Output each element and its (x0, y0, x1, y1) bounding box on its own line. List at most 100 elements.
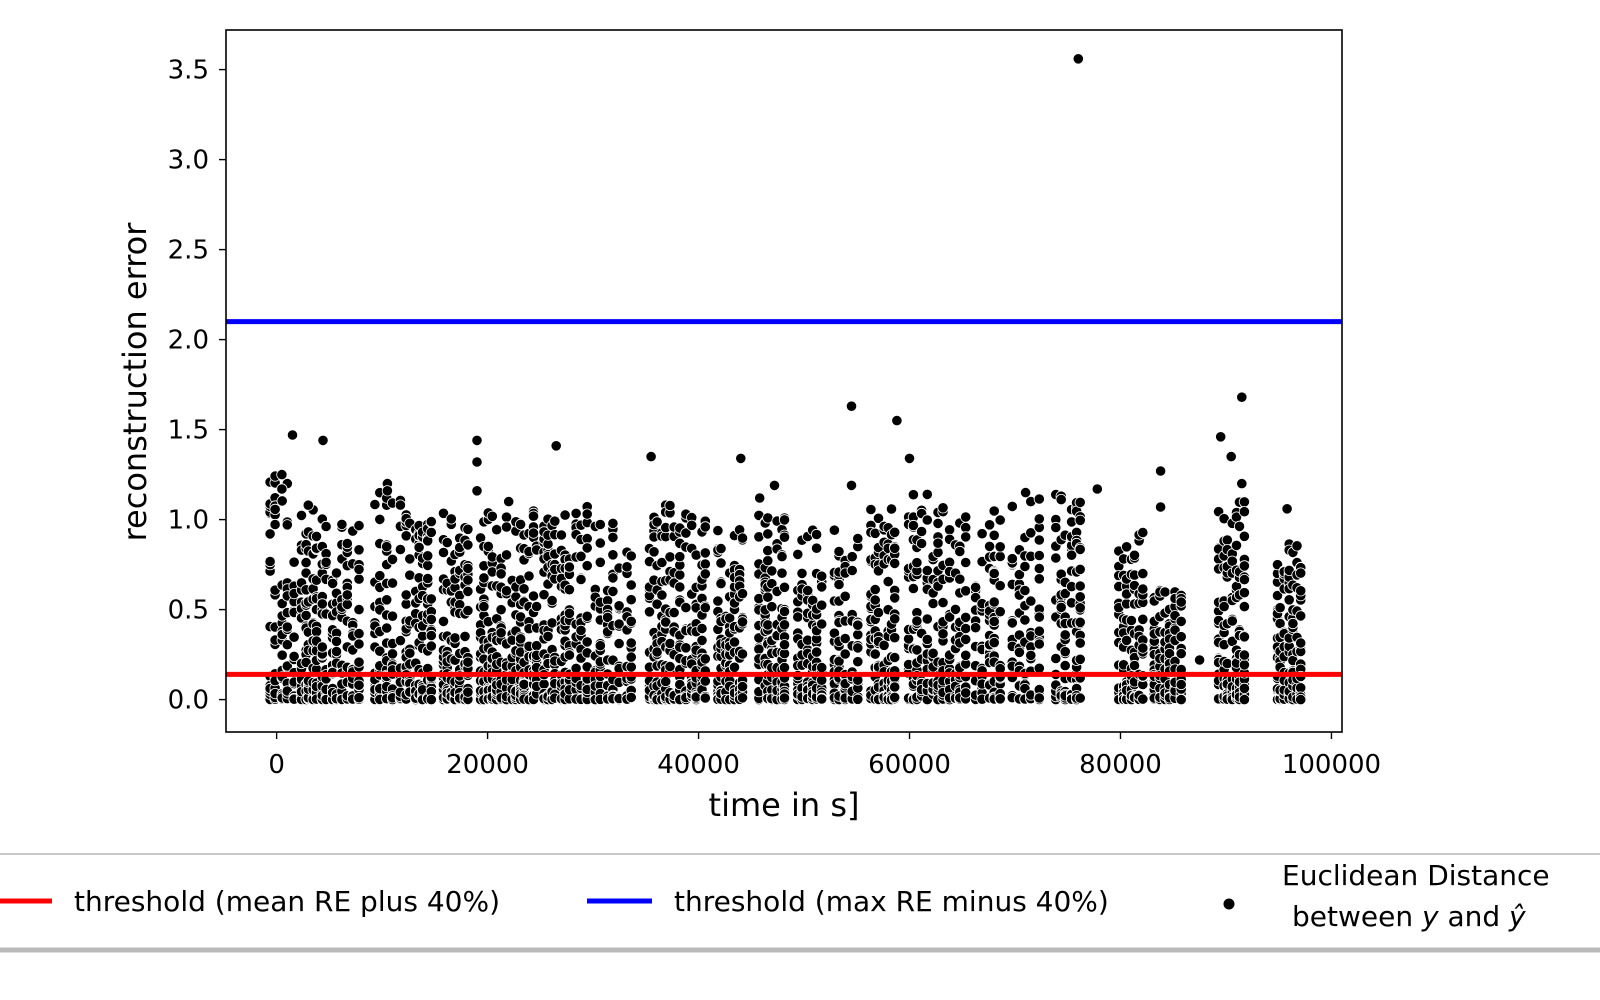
data-point (394, 634, 406, 647)
data-point (276, 483, 288, 495)
data-point (625, 594, 637, 606)
data-point (353, 563, 365, 576)
data-point (495, 627, 507, 639)
data-point (988, 505, 1000, 517)
data-point (607, 531, 619, 544)
data-point (1287, 617, 1299, 630)
data-point (932, 537, 944, 549)
data-point (674, 581, 686, 593)
data-point (778, 514, 791, 526)
data-point (500, 521, 513, 533)
data-point (988, 636, 1000, 649)
data-point (960, 622, 972, 635)
data-point (1074, 580, 1086, 592)
data-point (471, 434, 483, 446)
data-point (1238, 560, 1251, 572)
data-point (1159, 586, 1171, 598)
data-point (1238, 496, 1251, 508)
data-point (404, 553, 416, 565)
data-point (736, 692, 749, 704)
data-point (559, 509, 571, 521)
data-point (1050, 521, 1062, 534)
data-point (699, 692, 711, 704)
data-point (462, 604, 474, 617)
data-point (1238, 530, 1251, 542)
data-point (816, 581, 828, 593)
data-point (736, 532, 749, 544)
data-point (766, 601, 778, 613)
data-point (869, 594, 881, 606)
data-point (486, 510, 498, 522)
legend-label-euclidean-distance-line1: Euclidean Distance (1282, 859, 1550, 892)
data-point (1074, 637, 1086, 649)
data-point (778, 531, 791, 543)
data-point (1271, 589, 1284, 602)
data-point (1238, 573, 1251, 586)
data-point (1128, 549, 1141, 561)
data-point (625, 579, 637, 591)
data-point (1019, 486, 1032, 499)
plot-frame (225, 29, 1343, 733)
data-point (724, 612, 736, 624)
data-point (1033, 611, 1045, 623)
data-point (353, 544, 365, 556)
data-point (518, 678, 530, 691)
data-point (889, 557, 901, 570)
data-point (994, 606, 1006, 618)
data-point (1033, 562, 1045, 575)
data-point (330, 567, 343, 579)
data-point (1121, 634, 1133, 647)
data-point (538, 678, 550, 690)
data-point (478, 572, 490, 584)
data-point (353, 679, 365, 691)
data-point (462, 539, 474, 551)
data-point (491, 524, 503, 536)
x-tick-label: 60000 (868, 750, 951, 780)
data-point (1218, 600, 1230, 613)
data-point (699, 675, 711, 687)
data-point (988, 529, 1000, 541)
data-point (994, 550, 1006, 563)
data-point (425, 693, 437, 706)
data-point (341, 589, 353, 601)
data-point (921, 613, 933, 625)
data-point (1055, 601, 1067, 614)
x-tick-label: 80000 (1079, 750, 1162, 780)
data-point (1226, 555, 1238, 567)
y-tick-label: 1.0 (168, 506, 209, 536)
data-point (656, 556, 668, 569)
data-point (288, 631, 300, 643)
data-point (792, 548, 804, 561)
data-point (736, 588, 749, 600)
data-point (960, 511, 972, 523)
data-point (621, 561, 633, 573)
data-point (381, 622, 393, 634)
data-point (563, 584, 576, 596)
data-point (889, 651, 901, 664)
data-point (288, 556, 300, 568)
data-point (664, 499, 676, 512)
data-point (816, 661, 828, 674)
data-point (1295, 567, 1307, 579)
legend-label-max-threshold: threshold (max RE minus 40%) (674, 885, 1109, 918)
data-point (816, 599, 828, 611)
data-point (1125, 614, 1138, 627)
data-point (1059, 646, 1071, 658)
data-point (872, 606, 885, 619)
data-point (549, 515, 561, 527)
y-tick-label: 3.0 (168, 146, 209, 176)
data-point (330, 635, 343, 648)
data-point (907, 519, 920, 532)
data-point (1238, 600, 1251, 613)
data-point (1238, 631, 1251, 643)
data-point (478, 600, 490, 613)
data-point (660, 616, 672, 628)
data-point (1137, 567, 1149, 580)
data-point (527, 527, 540, 539)
data-point (425, 593, 437, 605)
data-point (1163, 647, 1176, 660)
data-point (712, 595, 724, 607)
data-point (1128, 659, 1141, 672)
data-point (462, 686, 474, 698)
